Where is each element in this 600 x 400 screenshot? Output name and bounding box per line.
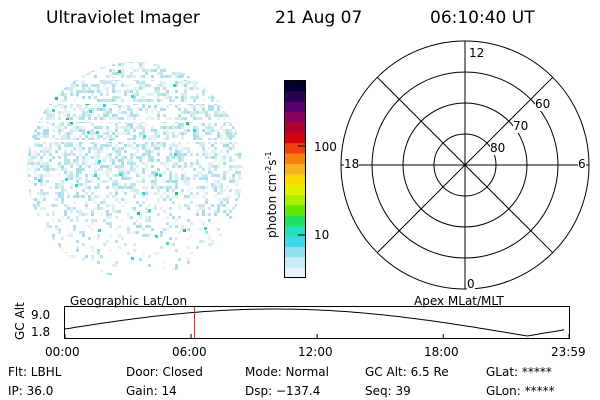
colorbar-segment bbox=[285, 143, 305, 155]
mlt-label-18: 18 bbox=[344, 157, 360, 171]
mlt-label-6: 6 bbox=[578, 157, 586, 171]
timeline-y-tick-bottom: 1.8 bbox=[31, 325, 51, 339]
colorbar-unit-label: photon cm-2s-1 bbox=[264, 151, 279, 238]
status-gc-alt: GC Alt: 6.5 Re bbox=[365, 365, 449, 379]
lat-label-60: 60 bbox=[535, 97, 551, 111]
status-glon: GLon: ***** bbox=[486, 384, 555, 398]
polar-mlt-plot bbox=[340, 40, 590, 290]
colorbar-segment bbox=[285, 112, 305, 123]
colorbar-segment bbox=[285, 226, 305, 238]
gc-alt-curve bbox=[64, 308, 565, 337]
colorbar-segment bbox=[285, 91, 305, 103]
colorbar-segment bbox=[285, 163, 305, 175]
status-gain: Gain: 14 bbox=[126, 384, 177, 398]
timeline-y-axis-label: GC Alt bbox=[13, 302, 27, 340]
timeline-left-title: Geographic Lat/Lon bbox=[70, 294, 188, 308]
colorbar-segment bbox=[285, 174, 305, 186]
status-door: Door: Closed bbox=[126, 365, 203, 379]
x-tick-0000: 00:00 bbox=[45, 345, 80, 359]
colorbar-segment bbox=[285, 267, 305, 279]
colorbar-tick-10: 10 bbox=[314, 228, 330, 242]
colorbar-segment bbox=[285, 246, 305, 258]
color-scale-bar bbox=[284, 80, 306, 279]
x-tick-1800: 18:00 bbox=[424, 345, 459, 359]
mlt-label-0: 0 bbox=[467, 277, 475, 291]
gc-alt-timeline-plot bbox=[64, 306, 570, 339]
status-filter: Flt: LBHL bbox=[8, 365, 62, 379]
colorbar-segment bbox=[285, 195, 305, 206]
x-tick-2359: 23:59 bbox=[551, 345, 586, 359]
status-seq: Seq: 39 bbox=[365, 384, 411, 398]
status-glat: GLat: ***** bbox=[486, 365, 552, 379]
colorbar-segment bbox=[285, 205, 305, 217]
date-label: 21 Aug 07 bbox=[275, 8, 363, 28]
colorbar-tick-100: 100 bbox=[314, 140, 337, 154]
colorbar-segment bbox=[285, 236, 305, 248]
colorbar-segment bbox=[285, 81, 305, 92]
colorbar-segment bbox=[285, 215, 305, 227]
timeline-right-title: Apex MLat/MLT bbox=[414, 294, 504, 308]
colorbar-segment bbox=[285, 153, 305, 165]
status-dsp: Dsp: −137.4 bbox=[245, 384, 321, 398]
x-tick-1200: 12:00 bbox=[298, 345, 333, 359]
uv-image-disk bbox=[27, 62, 243, 278]
x-tick-0600: 06:00 bbox=[172, 345, 207, 359]
status-ip: IP: 36.0 bbox=[8, 384, 54, 398]
lat-label-70: 70 bbox=[513, 119, 529, 133]
timeline-y-tick-top: 9.0 bbox=[31, 308, 51, 322]
colorbar-segment bbox=[285, 122, 305, 134]
colorbar-segment bbox=[285, 101, 305, 113]
mlt-label-12: 12 bbox=[469, 46, 485, 60]
instrument-title: Ultraviolet Imager bbox=[46, 8, 200, 28]
status-mode: Mode: Normal bbox=[245, 365, 329, 379]
uv-image-pixels bbox=[27, 62, 243, 278]
colorbar-segment bbox=[285, 132, 305, 144]
colorbar-segment bbox=[285, 257, 305, 269]
colorbar-segment bbox=[285, 184, 305, 196]
lat-label-80: 80 bbox=[490, 141, 506, 155]
time-label: 06:10:40 UT bbox=[430, 8, 535, 28]
